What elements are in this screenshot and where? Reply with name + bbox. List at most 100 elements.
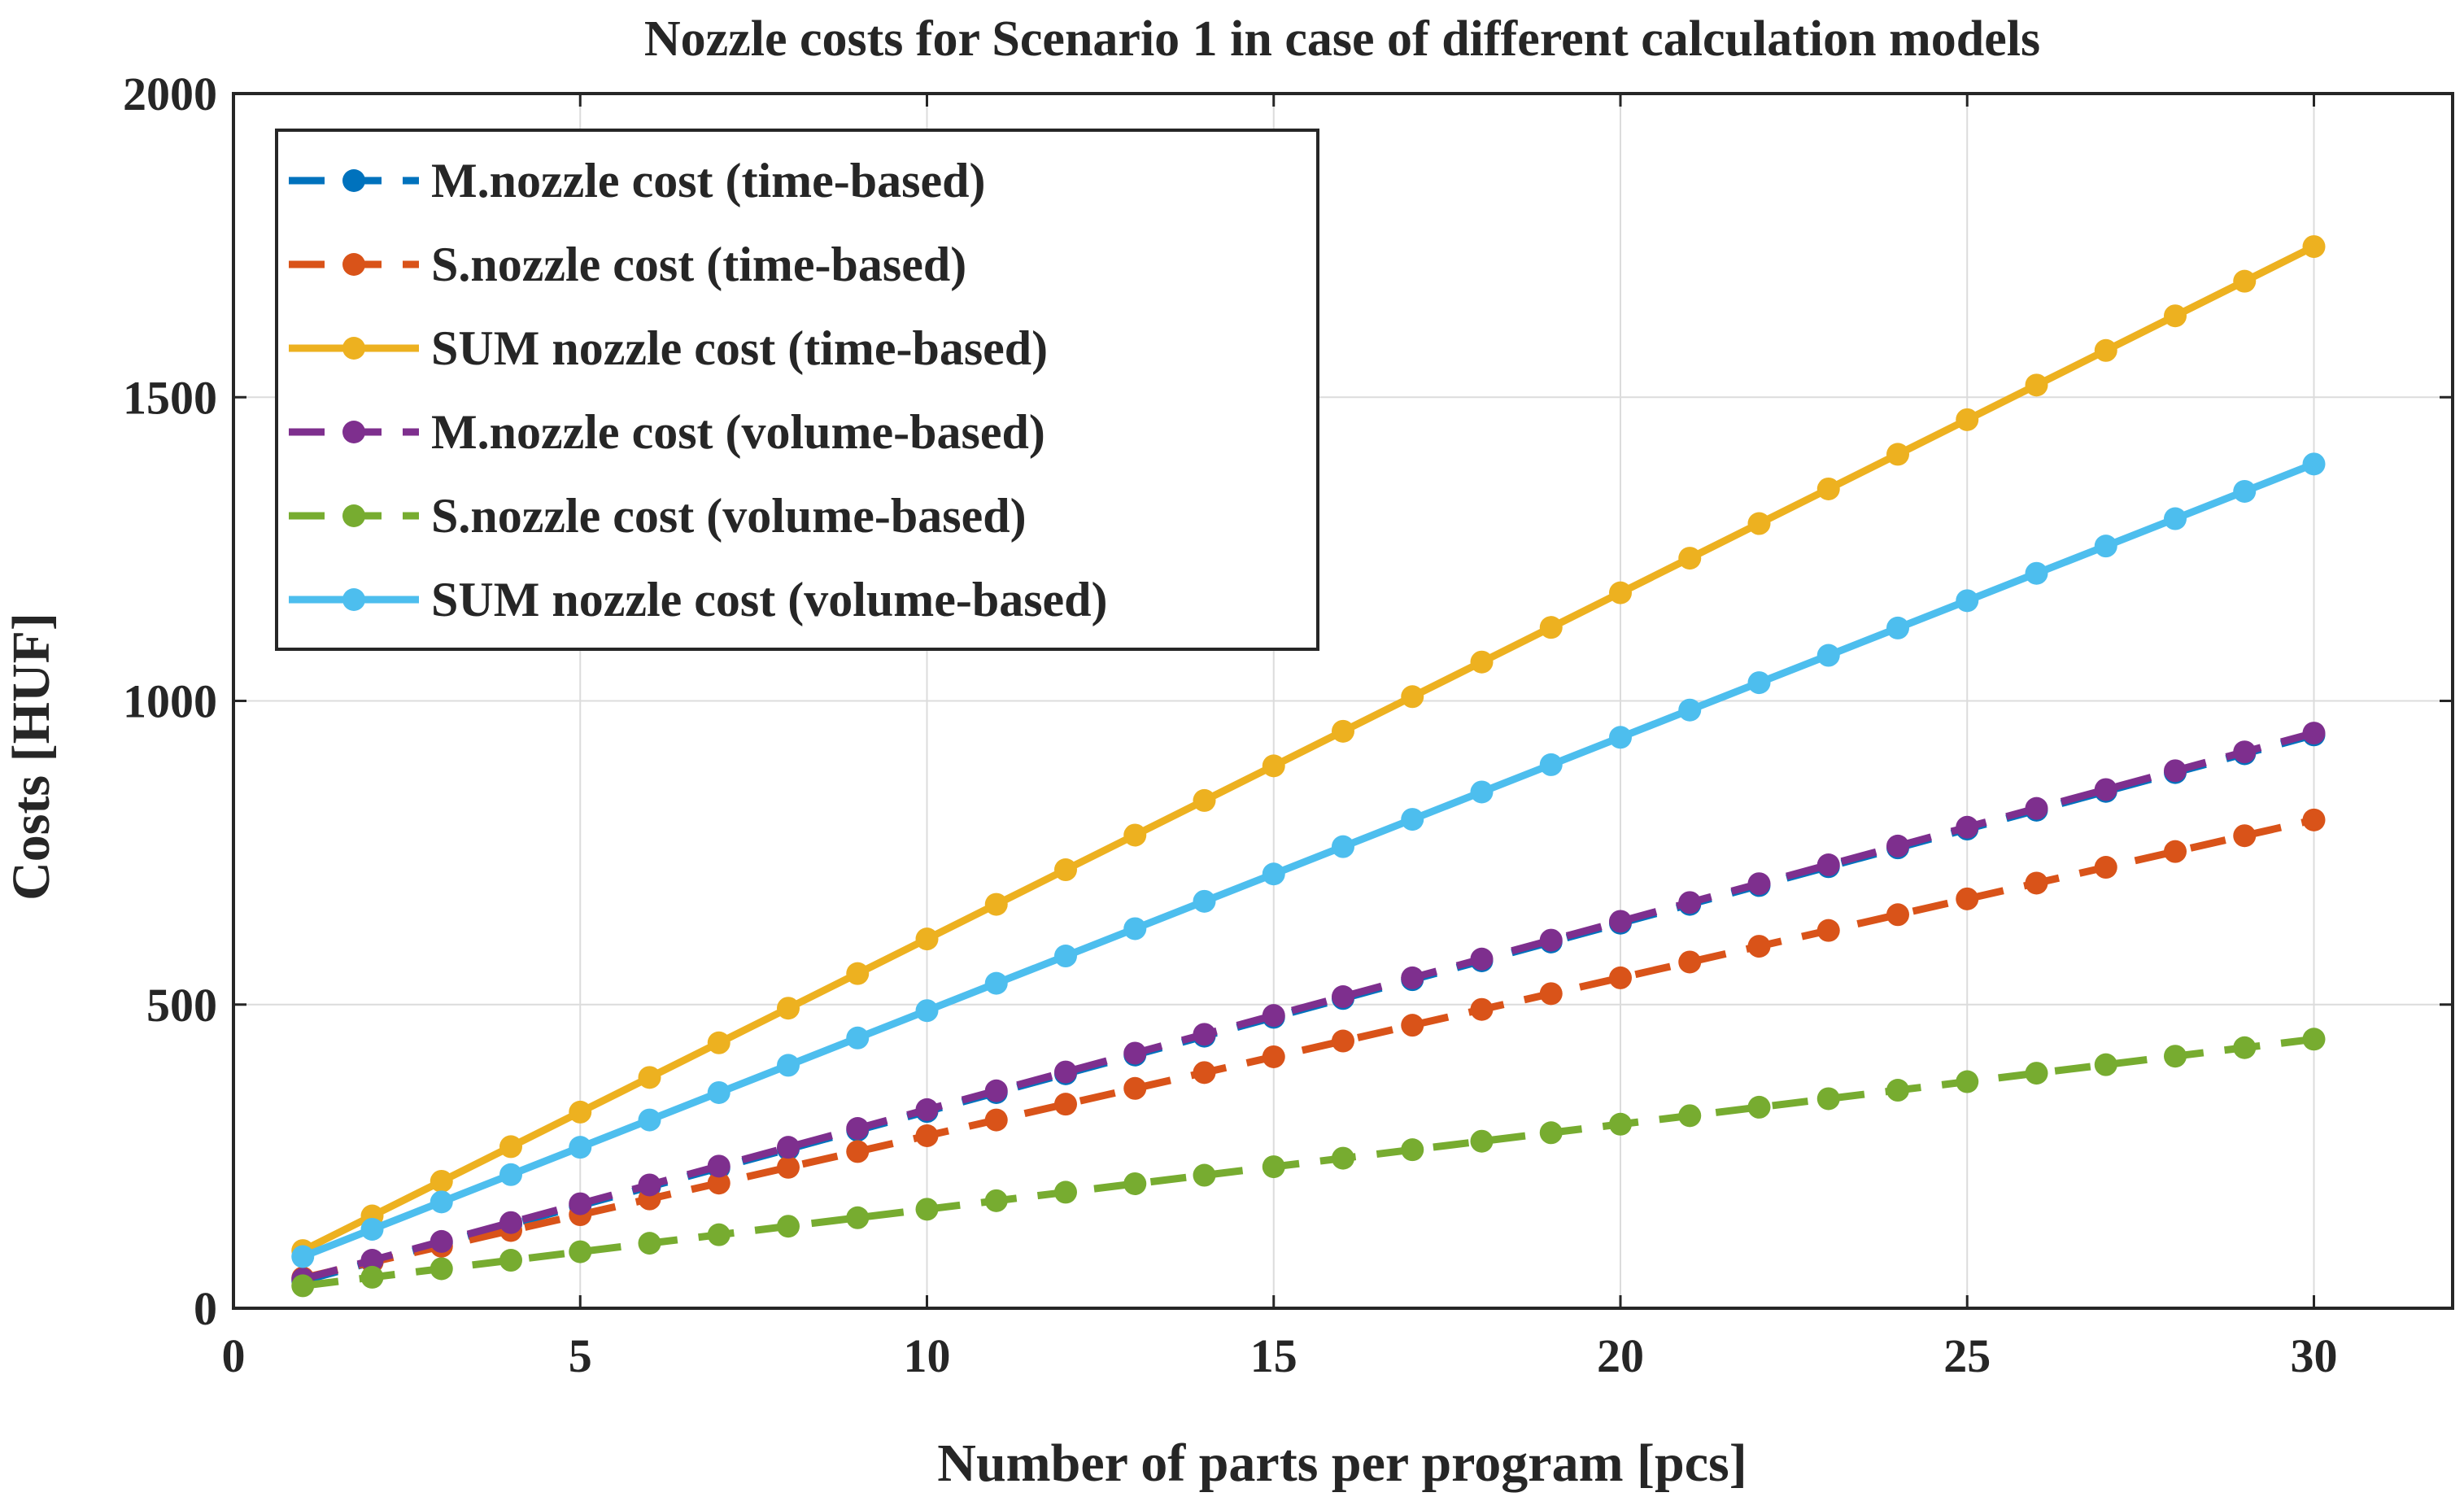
series-point	[2025, 1062, 2048, 1085]
series-point	[1262, 754, 1285, 778]
series-point	[1193, 1061, 1216, 1084]
series-point	[2164, 507, 2187, 530]
series-point	[915, 1124, 939, 1147]
legend-label: SUM nozzle cost (time-based)	[431, 321, 1048, 375]
series-point	[846, 1117, 870, 1141]
series-point	[1470, 997, 1494, 1021]
series-point	[1470, 1129, 1494, 1153]
series-point	[1193, 788, 1216, 812]
x-tick-label: 15	[1250, 1329, 1297, 1382]
series-point	[1332, 985, 1354, 1009]
series-point	[1678, 891, 1702, 914]
legend-item: S.nozzle cost (time-based)	[289, 238, 966, 291]
series-point	[1816, 477, 1840, 500]
series-point	[1193, 1163, 1216, 1187]
series-point	[1609, 581, 1632, 604]
series-point	[1886, 1079, 1909, 1102]
y-tick-label: 2000	[123, 68, 217, 120]
legend-label: S.nozzle cost (volume-based)	[431, 489, 1027, 543]
y-tick-label: 1000	[123, 675, 217, 728]
series-point	[915, 1098, 939, 1121]
series-point	[1401, 685, 1424, 709]
series-point	[1886, 903, 1909, 927]
series-point	[2302, 235, 2326, 259]
legend-item: S.nozzle cost (volume-based)	[289, 489, 1027, 543]
series-point	[1816, 853, 1840, 877]
series-point	[915, 999, 939, 1023]
series-point	[777, 1155, 800, 1179]
series-point	[984, 1189, 1008, 1212]
series-point	[1193, 889, 1216, 913]
series-line	[302, 816, 2315, 1282]
series-point	[1886, 834, 1909, 858]
series-5	[291, 1028, 2326, 1298]
series-point	[1193, 1023, 1216, 1046]
legend-item: SUM nozzle cost (time-based)	[289, 321, 1048, 375]
series-point	[707, 1223, 730, 1246]
series-point	[291, 1245, 315, 1268]
series-point	[638, 1108, 661, 1132]
series-line	[301, 460, 2316, 1260]
series-point	[499, 1135, 522, 1159]
series-point	[1332, 1029, 1354, 1053]
series-point	[1123, 917, 1147, 940]
series-point	[291, 1274, 315, 1298]
series-point	[1262, 862, 1285, 886]
series-point	[1956, 815, 1979, 839]
series-point	[430, 1190, 453, 1214]
series-point	[360, 1217, 384, 1241]
series-point	[1816, 1087, 1840, 1111]
series-point	[2233, 479, 2257, 503]
x-axis-label: Number of parts per program [pcs]	[937, 1434, 1747, 1493]
series-point	[1401, 966, 1424, 989]
series-point	[1054, 945, 1077, 968]
series-point	[569, 1192, 592, 1215]
legend: M.nozzle cost (time-based) S.nozzle cost …	[275, 129, 1319, 651]
series-point	[1262, 1155, 1285, 1179]
axis-ticks: 0 5 10 15 20 25 30 0 500 1000 1500 2000	[123, 68, 2453, 1382]
series-point	[2094, 856, 2117, 879]
series-line	[301, 243, 2316, 1255]
series-point	[2302, 1028, 2326, 1051]
series-point	[2164, 840, 2187, 863]
series-point	[846, 1140, 870, 1163]
series-point	[1123, 1041, 1147, 1065]
series-point	[1262, 1045, 1285, 1068]
series-point	[1678, 950, 1702, 974]
series-point	[2094, 535, 2117, 558]
series-point	[1332, 1146, 1354, 1170]
series-point	[1539, 616, 1563, 639]
series-point	[499, 1163, 522, 1186]
series-point	[707, 1031, 730, 1054]
series-point	[430, 1169, 453, 1193]
series-point	[707, 1154, 730, 1178]
series-point	[1332, 835, 1354, 858]
series-point	[707, 1080, 730, 1104]
series-point	[2302, 452, 2326, 476]
series-point	[430, 1257, 453, 1281]
chart-title: Nozzle costs for Scenario 1 in case of d…	[644, 11, 2040, 67]
series-point	[1956, 1070, 1979, 1093]
legend-label: S.nozzle cost (time-based)	[431, 238, 966, 291]
series-point	[846, 1206, 870, 1229]
series-point	[1816, 919, 1840, 942]
series-point	[777, 997, 800, 1020]
legend-label: SUM nozzle cost (volume-based)	[431, 573, 1108, 626]
series-point	[984, 1108, 1008, 1132]
series-point	[1816, 644, 1840, 667]
series-point	[1886, 443, 1909, 466]
series-point	[1747, 1095, 1771, 1119]
legend-item: M.nozzle cost (time-based)	[289, 154, 985, 207]
series-point	[1470, 780, 1494, 804]
series-point	[569, 1100, 592, 1124]
series-point	[1539, 928, 1563, 952]
series-point	[2302, 722, 2326, 745]
series-point	[2025, 373, 2048, 397]
series-4	[291, 722, 2326, 1291]
series-point	[1747, 512, 1771, 535]
y-tick-label: 500	[146, 979, 217, 1032]
series-point	[1609, 910, 1632, 933]
legend-item: M.nozzle cost (volume-based)	[289, 405, 1045, 459]
